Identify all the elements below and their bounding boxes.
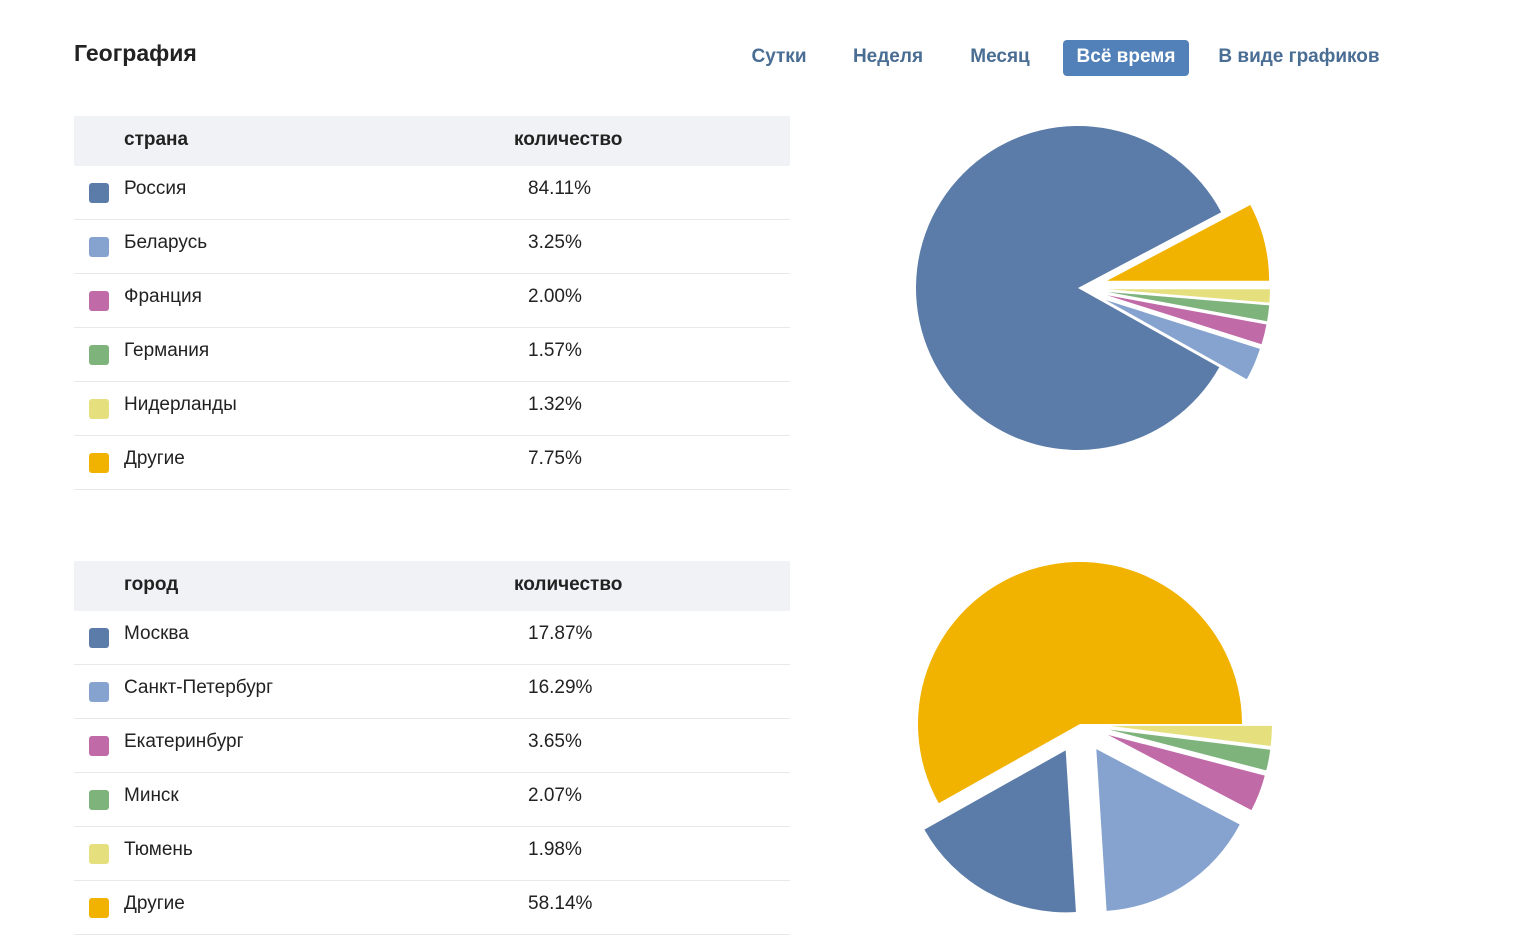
country-pie-slice-1 — [1105, 299, 1260, 380]
legend-swatch — [89, 291, 109, 311]
city-pie-slice-5 — [918, 561, 1242, 804]
legend-swatch — [89, 453, 109, 473]
tab-all-time[interactable]: Всё время — [1063, 40, 1189, 76]
legend-swatch — [89, 237, 109, 257]
country-name: Россия — [124, 178, 187, 199]
page-title: География — [74, 40, 197, 66]
table-row: Франция 2.00% — [74, 274, 790, 328]
country-pie-slice-0 — [916, 125, 1222, 450]
city-name: Минск — [124, 785, 179, 806]
country-table: страна количество Россия 84.11% Беларусь… — [74, 116, 790, 490]
city-value: 1.98% — [528, 839, 582, 860]
table-row: Германия 1.57% — [74, 328, 790, 382]
tab-as-graphs[interactable]: В виде графиков — [1218, 46, 1380, 67]
table-row: Другие 7.75% — [74, 436, 790, 490]
country-value: 2.00% — [528, 286, 582, 307]
tab-day[interactable]: Сутки — [751, 46, 807, 67]
legend-swatch — [89, 682, 109, 702]
country-value: 84.11% — [528, 178, 592, 199]
legend-swatch — [89, 898, 109, 918]
city-name: Екатеринбург — [124, 731, 244, 752]
table-row: Россия 84.11% — [74, 166, 790, 220]
city-pie-slice-0 — [924, 750, 1076, 913]
table-header: город количество — [74, 561, 790, 611]
city-value: 3.65% — [528, 731, 582, 752]
city-pie-slice-4 — [1109, 725, 1272, 746]
country-value: 7.75% — [528, 448, 582, 469]
table-row: Москва 17.87% — [74, 611, 790, 665]
country-pie-slice-5 — [1107, 204, 1270, 281]
country-pie-slice-4 — [1107, 289, 1270, 303]
column-header-count: количество — [514, 574, 623, 595]
tab-month[interactable]: Месяц — [970, 46, 1030, 67]
city-pie-slice-1 — [1096, 749, 1240, 911]
table-row: Другие 58.14% — [74, 881, 790, 935]
table-row: Тюмень 1.98% — [74, 827, 790, 881]
city-table: город количество Москва 17.87% Санкт-Пет… — [74, 561, 790, 935]
city-value: 16.29% — [528, 677, 593, 698]
country-name: Беларусь — [124, 232, 208, 253]
country-pie-slice-2 — [1107, 295, 1267, 345]
country-pie-chart — [916, 125, 1270, 450]
country-pie-slice-3 — [1107, 291, 1270, 322]
table-row: Нидерланды 1.32% — [74, 382, 790, 436]
city-name: Другие — [124, 893, 185, 914]
country-name: Другие — [124, 448, 185, 469]
table-header: страна количество — [74, 116, 790, 166]
city-pie-chart — [918, 561, 1272, 913]
city-value: 2.07% — [528, 785, 582, 806]
table-row: Екатеринбург 3.65% — [74, 719, 790, 773]
column-header-city: город — [124, 574, 179, 595]
legend-swatch — [89, 399, 109, 419]
country-name: Нидерланды — [124, 394, 237, 415]
city-value: 58.14% — [528, 893, 593, 914]
country-name: Германия — [124, 340, 210, 361]
column-header-country: страна — [124, 129, 189, 150]
country-value: 1.57% — [528, 340, 582, 361]
city-value: 17.87% — [528, 623, 593, 644]
table-row: Минск 2.07% — [74, 773, 790, 827]
city-name: Санкт-Петербург — [124, 677, 274, 698]
city-pie-slice-2 — [1107, 734, 1265, 811]
legend-swatch — [89, 790, 109, 810]
table-row: Беларусь 3.25% — [74, 220, 790, 274]
city-name: Тюмень — [124, 839, 193, 860]
column-header-count: количество — [514, 129, 623, 150]
city-pie-slice-3 — [1109, 729, 1271, 771]
legend-swatch — [89, 628, 109, 648]
tab-week[interactable]: Неделя — [852, 46, 924, 67]
legend-swatch — [89, 183, 109, 203]
city-name: Москва — [124, 623, 189, 644]
legend-swatch — [89, 736, 109, 756]
country-value: 3.25% — [528, 232, 582, 253]
legend-swatch — [89, 844, 109, 864]
table-row: Санкт-Петербург 16.29% — [74, 665, 790, 719]
country-name: Франция — [124, 286, 202, 307]
country-value: 1.32% — [528, 394, 582, 415]
legend-swatch — [89, 345, 109, 365]
